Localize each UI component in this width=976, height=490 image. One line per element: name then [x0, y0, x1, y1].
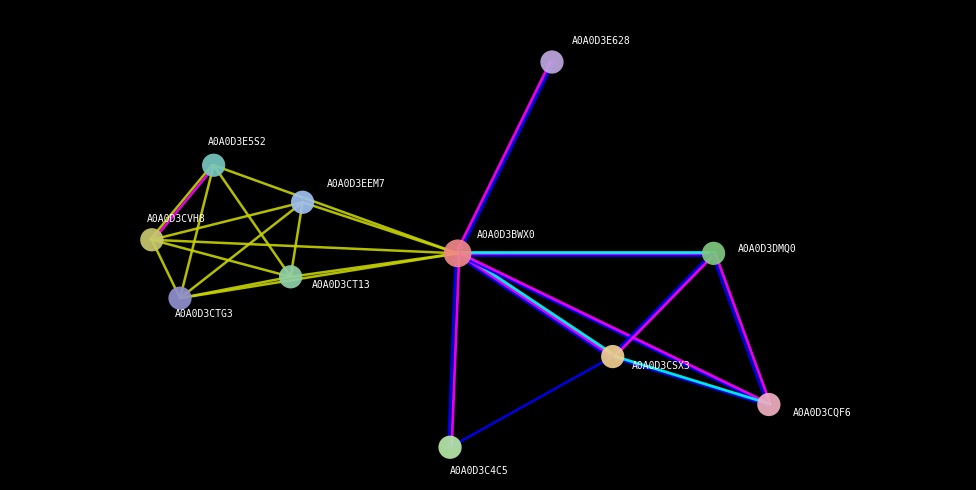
Point [206, 161, 222, 169]
Text: A0A0D3CSX3: A0A0D3CSX3 [632, 361, 691, 371]
Point [761, 401, 777, 409]
Text: A0A0D3CQF6: A0A0D3CQF6 [793, 408, 851, 417]
Text: A0A0D3EEM7: A0A0D3EEM7 [326, 179, 386, 189]
Text: A0A0D3E5S2: A0A0D3E5S2 [208, 137, 267, 147]
Text: A0A0D3E628: A0A0D3E628 [572, 36, 630, 47]
Text: A0A0D3CTG3: A0A0D3CTG3 [175, 309, 233, 319]
Point [706, 249, 721, 257]
Text: A0A0D3CT13: A0A0D3CT13 [312, 280, 371, 290]
Point [442, 443, 458, 451]
Point [172, 294, 187, 302]
Point [545, 58, 560, 66]
Text: A0A0D3DMQ0: A0A0D3DMQ0 [738, 244, 796, 253]
Point [144, 236, 160, 244]
Point [283, 273, 299, 281]
Point [295, 198, 310, 206]
Point [605, 353, 621, 361]
Text: A0A0D3CVH8: A0A0D3CVH8 [146, 214, 205, 224]
Point [450, 249, 466, 257]
Text: A0A0D3BWX0: A0A0D3BWX0 [477, 230, 536, 240]
Text: A0A0D3C4C5: A0A0D3C4C5 [450, 466, 508, 476]
